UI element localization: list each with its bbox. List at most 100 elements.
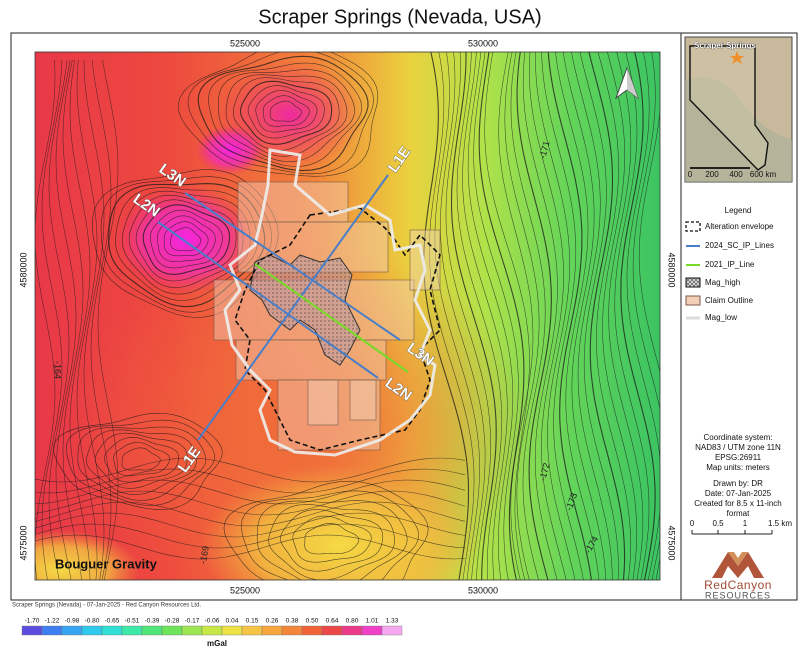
colorbar-swatch <box>141 625 163 636</box>
credit-line: format <box>727 509 750 518</box>
contour <box>516 52 552 580</box>
contour <box>35 479 466 505</box>
inset-terrain <box>685 77 792 182</box>
colorbar-swatch <box>201 625 223 636</box>
contour-label: -172 <box>537 462 551 482</box>
contour <box>76 59 98 580</box>
y-coordinate-label: 4580000 <box>667 252 677 287</box>
contour <box>149 209 223 269</box>
contour <box>247 85 325 139</box>
y-coordinate-label: 4575000 <box>667 525 677 560</box>
mag-low <box>223 148 437 457</box>
contour <box>77 426 207 501</box>
colorbar-label: -0.98 <box>65 618 80 625</box>
info-line: Map units: meters <box>706 463 770 472</box>
contour <box>268 504 395 580</box>
x-coordinate-label: 530000 <box>468 585 498 595</box>
ip-line-2024 <box>184 192 401 341</box>
contour <box>86 429 197 496</box>
claim-outlines <box>213 181 441 451</box>
contour <box>541 52 584 580</box>
contour <box>255 90 318 133</box>
contour <box>445 52 491 580</box>
contour <box>128 194 244 288</box>
contour <box>35 457 466 483</box>
colorbar-label: -0.28 <box>165 618 180 625</box>
contour <box>35 534 466 560</box>
map-info: Coordinate system: NAD83 / UTM zone 11N … <box>694 433 781 518</box>
scale-label: 1 <box>743 519 748 528</box>
scale-label: 0 <box>690 519 695 528</box>
contour-label: -164 <box>53 361 63 379</box>
contour <box>121 447 161 471</box>
inset-label: Scraper Springs <box>694 41 756 50</box>
x-coordinate-label: 525000 <box>230 38 260 48</box>
contour <box>35 59 56 580</box>
colorbar-swatch <box>281 625 303 636</box>
contour <box>450 52 497 580</box>
contour <box>35 512 466 538</box>
sheet-frame <box>10 32 798 601</box>
contour <box>280 509 384 572</box>
contour <box>91 169 279 318</box>
contour <box>608 52 644 580</box>
colorbar-label: 0.26 <box>266 618 279 625</box>
colorbar-label: -0.51 <box>125 618 140 625</box>
contour <box>35 468 466 494</box>
x-coordinate-label: 530000 <box>468 38 498 48</box>
contour <box>462 52 508 580</box>
claim <box>235 339 387 381</box>
legend-symbol <box>685 295 701 306</box>
colorbar-label: -0.80 <box>85 618 100 625</box>
inset-scale-label: 600 km <box>750 170 777 179</box>
contour <box>504 52 540 580</box>
legend: Legend Alteration envelope 2024_SC_IP_Li… <box>685 206 774 322</box>
location-star <box>730 51 744 64</box>
contour <box>48 59 70 580</box>
contour <box>535 52 576 580</box>
contour <box>232 77 340 151</box>
legend-item: Claim Outline <box>705 296 754 305</box>
scale-label: 1.5 km <box>768 519 792 528</box>
logo-mark <box>728 552 748 566</box>
contour <box>208 62 363 167</box>
colorbar-swatch <box>81 625 103 636</box>
colorbar-label: 1.33 <box>386 618 399 625</box>
nevada-outline <box>689 45 769 171</box>
inset-map: Scraper Springs 0 200 400 600 km <box>684 36 793 183</box>
legend-item: 2024_SC_IP_Lines <box>705 241 774 250</box>
colorbar-label: -0.17 <box>185 618 200 625</box>
contour <box>522 52 558 580</box>
ip-line-2024 <box>157 221 379 379</box>
contour <box>467 52 514 580</box>
colorbar-swatch <box>321 625 343 636</box>
contour <box>163 221 209 257</box>
contour <box>90 59 112 580</box>
contour <box>35 501 466 527</box>
contour <box>588 52 626 580</box>
contour <box>473 52 519 580</box>
footer: Scraper Springs (Nevada) - 07-Jan-2025 -… <box>12 603 201 609</box>
alteration-envelope <box>234 207 441 451</box>
colorbar-label: 0.04 <box>226 618 239 625</box>
contour-label: -171 <box>537 140 551 160</box>
gravity-map: L3N L2N L1E L3N L2N L1E -164 -169 -171 -… <box>35 52 660 580</box>
legend-item: 2021_IP_Line <box>705 260 755 269</box>
contour-label: -169 <box>198 545 211 564</box>
colorbar-label: 0.80 <box>346 618 359 625</box>
legend-symbol <box>685 221 701 232</box>
contour <box>429 52 475 580</box>
colorbar-swatch <box>261 625 283 636</box>
contour <box>547 52 592 580</box>
colorbar-label: -0.39 <box>145 618 160 625</box>
contour <box>187 52 374 175</box>
contour <box>65 419 215 506</box>
colorbar-label: -1.70 <box>25 618 40 625</box>
colorbar-swatch <box>121 625 143 636</box>
info-line: EPSG:26911 <box>715 453 762 462</box>
contour <box>579 52 619 580</box>
contour <box>113 442 171 477</box>
contour <box>83 59 105 580</box>
contour <box>217 69 355 163</box>
credit-line: Drawn by: DR <box>713 479 763 488</box>
